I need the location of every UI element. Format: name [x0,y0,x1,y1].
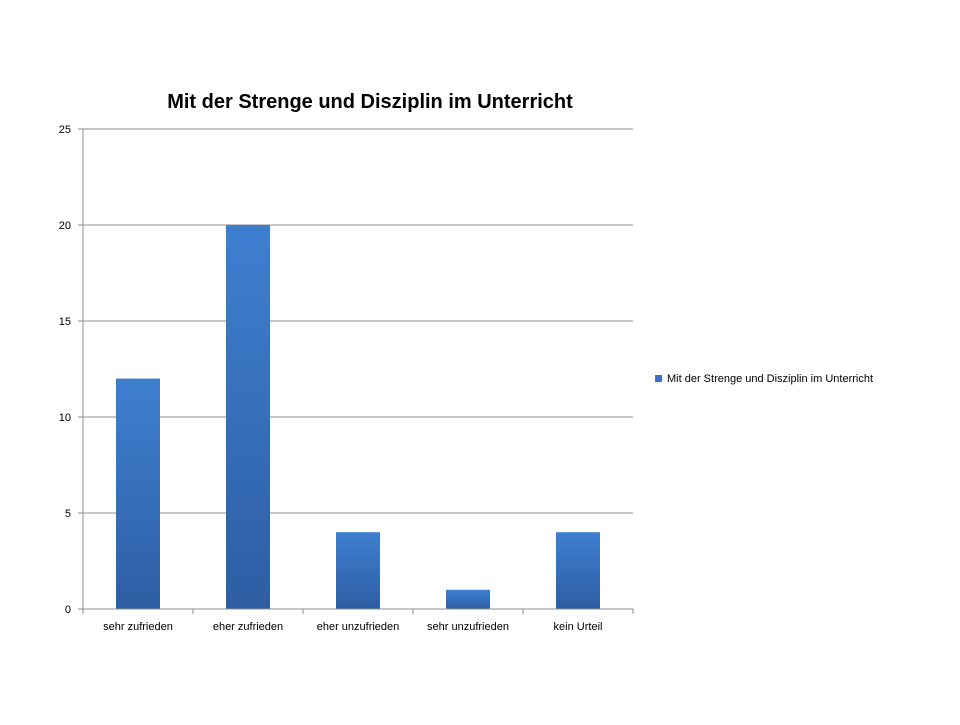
bar [226,225,270,609]
y-axis-ticks: 0 5 10 15 20 25 [59,124,83,616]
x-tick-label: sehr unzufrieden [427,621,509,633]
bars [116,225,600,609]
x-tick-label: eher zufrieden [213,621,283,633]
bar [446,589,490,609]
y-tick-label: 5 [65,508,71,520]
y-tick-label: 20 [59,220,71,232]
y-tick-label: 25 [59,124,71,136]
gridlines [83,128,633,514]
bar [116,378,160,609]
x-tick-label: sehr zufrieden [103,621,173,633]
y-tick-label: 10 [59,412,71,424]
axes [82,129,633,610]
legend: Mit der Strenge und Disziplin im Unterri… [655,373,873,385]
bar [556,532,600,609]
legend-label: Mit der Strenge und Disziplin im Unterri… [667,373,873,385]
x-tick-label: kein Urteil [554,621,603,633]
y-tick-label: 0 [65,604,71,616]
bar [336,532,380,609]
chart-title: Mit der Strenge und Disziplin im Unterri… [167,91,573,113]
y-tick-label: 15 [59,316,71,328]
x-tick-label: eher unzufrieden [317,621,400,633]
legend-swatch [655,375,662,382]
x-axis-ticks: sehr zufrieden eher zufrieden eher unzufri… [82,609,634,633]
